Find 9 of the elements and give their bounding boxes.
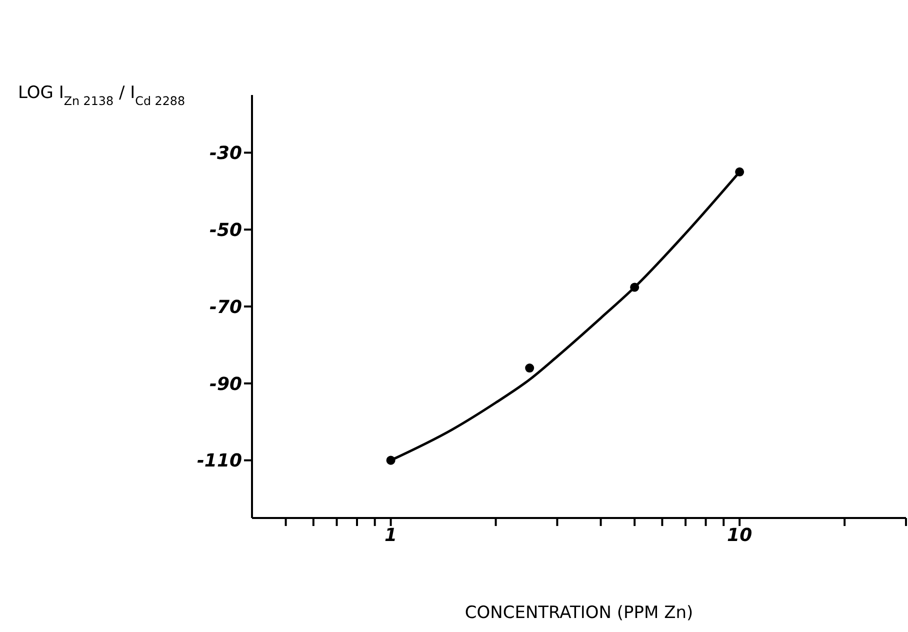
y-tick-label: -70 xyxy=(209,296,242,318)
y-tick-label: -110 xyxy=(196,450,242,472)
y-tick-label: -50 xyxy=(209,220,242,241)
y-axis-title: LOG I$_{Zn 2138}$ / I$_{Cd 2288}$ xyxy=(18,83,186,108)
x-tick-label: 1 xyxy=(384,524,398,546)
y-tick-label: -90 xyxy=(209,374,242,395)
x-axis-title: CONCENTRATION (PPM Zn) xyxy=(464,603,694,623)
y-tick-label: -30 xyxy=(209,143,242,164)
x-tick-label: 10 xyxy=(727,524,752,546)
